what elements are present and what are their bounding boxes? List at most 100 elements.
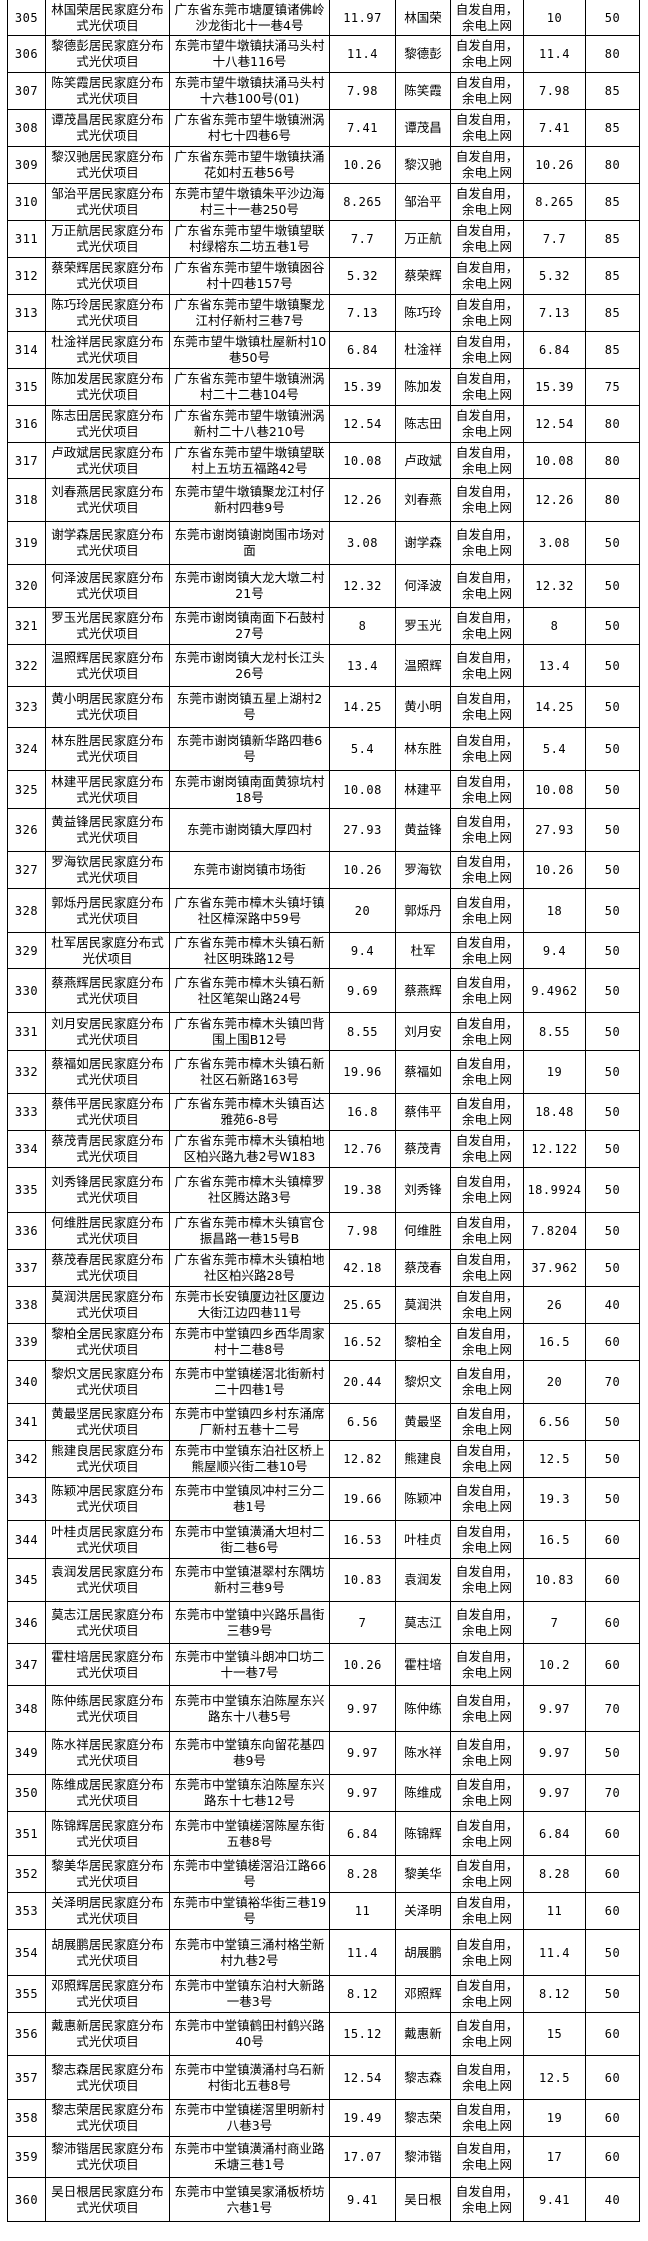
cell-grid-mode: 自发自用，余电上网: [450, 2055, 524, 2100]
cell-project-name: 陈志田居民家庭分布式光伏项目: [45, 405, 170, 443]
cell-owner-name: 罗海钦: [395, 851, 451, 889]
cell-installed-capacity: 8.265: [329, 183, 396, 221]
cell-project-name: 刘秀锋居民家庭分布式光伏项目: [45, 1167, 170, 1213]
cell-grid-capacity: 12.54: [523, 405, 586, 443]
cell-address: 东莞市中堂镇潢涌村乌石新村街北五巷8号: [169, 2055, 330, 2100]
cell-grid-capacity: 9.97: [523, 1731, 586, 1775]
cell-grid-capacity: 11.4: [523, 1929, 586, 1976]
cell-ratio: 60: [585, 2055, 640, 2100]
cell-project-name: 叶桂贞居民家庭分布式光伏项目: [45, 1520, 170, 1559]
table-row: 314 杜淦祥居民家庭分布式光伏项目 东莞市望牛墩镇杜屋新村10巷50号 6.84 杜淦…: [7, 331, 640, 369]
cell-grid-mode: 自发自用，余电上网: [450, 331, 524, 369]
cell-grid-capacity: 9.41: [523, 2177, 586, 2222]
cell-grid-capacity: 12.5: [523, 2055, 586, 2100]
cell-grid-mode: 自发自用，余电上网: [450, 478, 524, 522]
cell-row-number: 309: [7, 146, 46, 184]
cell-grid-capacity: 17: [523, 2136, 586, 2178]
cell-owner-name: 万正航: [395, 220, 451, 258]
cell-grid-mode: 自发自用，余电上网: [450, 1130, 524, 1168]
cell-grid-capacity: 8.265: [523, 183, 586, 221]
cell-ratio: 85: [585, 220, 640, 258]
cell-ratio: 60: [585, 1643, 640, 1686]
cell-owner-name: 何维胜: [395, 1212, 451, 1250]
cell-row-number: 312: [7, 257, 46, 295]
cell-address: 东莞市中堂镇凤冲村三分二巷1号: [169, 1477, 330, 1521]
cell-grid-capacity: 7.41: [523, 109, 586, 147]
cell-grid-mode: 自发自用，余电上网: [450, 1774, 524, 1812]
cell-row-number: 327: [7, 851, 46, 889]
cell-ratio: 60: [585, 1892, 640, 1930]
table-row: 355 邓照辉居民家庭分布式光伏项目 东莞市中堂镇东泊村大新路一巷3号 8.12 邓照辉…: [7, 1975, 640, 2013]
cell-owner-name: 黄益锋: [395, 808, 451, 852]
cell-ratio: 85: [585, 331, 640, 369]
cell-ratio: 70: [585, 1685, 640, 1732]
cell-ratio: 80: [585, 35, 640, 73]
cell-ratio: 85: [585, 72, 640, 110]
cell-owner-name: 陈维成: [395, 1774, 451, 1812]
cell-grid-capacity: 10: [523, 0, 586, 36]
cell-installed-capacity: 10.08: [329, 442, 396, 479]
cell-installed-capacity: 3.08: [329, 521, 396, 565]
cell-ratio: 50: [585, 1012, 640, 1051]
cell-project-name: 黄益锋居民家庭分布式光伏项目: [45, 808, 170, 852]
cell-grid-capacity: 7.7: [523, 220, 586, 258]
cell-row-number: 342: [7, 1440, 46, 1478]
table-row: 359 黎沛锴居民家庭分布式光伏项目 东莞市中堂镇潢涌村商业路禾塘三巷1号 17.07…: [7, 2136, 640, 2178]
cell-grid-capacity: 3.08: [523, 521, 586, 565]
cell-grid-capacity: 10.26: [523, 146, 586, 184]
cell-installed-capacity: 11: [329, 1892, 396, 1930]
cell-grid-mode: 自发自用，余电上网: [450, 521, 524, 565]
cell-installed-capacity: 16.53: [329, 1520, 396, 1559]
cell-project-name: 杜军居民家庭分布式光伏项目: [45, 932, 170, 969]
cell-ratio: 70: [585, 1774, 640, 1812]
table-row: 310 邹治平居民家庭分布式光伏项目 东莞市望牛墩镇朱平沙边海村三十一巷250号 8.…: [7, 183, 640, 221]
cell-project-name: 蔡茂春居民家庭分布式光伏项目: [45, 1249, 170, 1287]
cell-grid-mode: 自发自用，余电上网: [450, 1249, 524, 1287]
cell-installed-capacity: 5.4: [329, 727, 396, 771]
cell-grid-capacity: 12.5: [523, 1440, 586, 1478]
cell-address: 东莞市中堂镇槎滘沿江路66号: [169, 1855, 330, 1893]
table-row: 326 黄益锋居民家庭分布式光伏项目 东莞市谢岗镇大厚四村 27.93 黄益锋 自发自用，…: [7, 808, 640, 852]
cell-project-name: 谭茂昌居民家庭分布式光伏项目: [45, 109, 170, 147]
cell-ratio: 50: [585, 1212, 640, 1250]
cell-grid-capacity: 19: [523, 1050, 586, 1094]
cell-address: 东莞市中堂镇东泊陈屋东兴路东十七巷12号: [169, 1774, 330, 1812]
cell-ratio: 70: [585, 1360, 640, 1404]
cell-grid-mode: 自发自用，余电上网: [450, 808, 524, 852]
cell-owner-name: 林东胜: [395, 727, 451, 771]
cell-owner-name: 黎志荣: [395, 2099, 451, 2137]
cell-ratio: 50: [585, 932, 640, 969]
cell-row-number: 328: [7, 888, 46, 933]
cell-grid-mode: 自发自用，余电上网: [450, 888, 524, 933]
cell-grid-capacity: 20: [523, 1360, 586, 1404]
table-row: 335 刘秀锋居民家庭分布式光伏项目 广东省东莞市樟木头镇樟罗社区腾达路3号 19.3…: [7, 1167, 640, 1213]
cell-ratio: 85: [585, 257, 640, 295]
cell-row-number: 311: [7, 220, 46, 258]
cell-grid-mode: 自发自用，余电上网: [450, 2099, 524, 2137]
cell-installed-capacity: 19.49: [329, 2099, 396, 2137]
table-row: 316 陈志田居民家庭分布式光伏项目 广东省东莞市望牛墩镇洲涡新村二十八巷210号 1…: [7, 405, 640, 443]
cell-owner-name: 蔡燕辉: [395, 968, 451, 1013]
cell-address: 东莞市谢岗镇谢岗围市场对面: [169, 521, 330, 565]
cell-installed-capacity: 8: [329, 607, 396, 645]
cell-address: 东莞市中堂镇三涌村格坣新村九巷2号: [169, 1929, 330, 1976]
cell-grid-capacity: 10.08: [523, 770, 586, 809]
cell-row-number: 332: [7, 1050, 46, 1094]
cell-installed-capacity: 10.26: [329, 1643, 396, 1686]
cell-row-number: 353: [7, 1892, 46, 1930]
cell-project-name: 陈仲练居民家庭分布式光伏项目: [45, 1685, 170, 1732]
table-row: 345 袁润发居民家庭分布式光伏项目 东莞市中堂镇湛翠村东隅坊新村三巷9号 10.83…: [7, 1558, 640, 1602]
table-row: 356 戴惠新居民家庭分布式光伏项目 东莞市中堂镇鹤田村鹤兴路40号 15.12 戴惠新…: [7, 2012, 640, 2056]
cell-installed-capacity: 14.25: [329, 686, 396, 728]
cell-grid-mode: 自发自用，余电上网: [450, 220, 524, 258]
cell-grid-mode: 自发自用，余电上网: [450, 932, 524, 969]
table-row: 357 黎志森居民家庭分布式光伏项目 东莞市中堂镇潢涌村乌石新村街北五巷8号 12.5…: [7, 2055, 640, 2100]
cell-address: 东莞市中堂镇吴家涌板桥坊六巷1号: [169, 2177, 330, 2222]
table-row: 318 刘春燕居民家庭分布式光伏项目 东莞市望牛墩镇聚龙江村仔新村四巷9号 12.26…: [7, 478, 640, 522]
cell-ratio: 60: [585, 1601, 640, 1644]
cell-project-name: 万正航居民家庭分布式光伏项目: [45, 220, 170, 258]
cell-address: 广东省东莞市望牛墩镇扶涌花如村五巷56号: [169, 146, 330, 184]
table-row: 308 谭茂昌居民家庭分布式光伏项目 广东省东莞市望牛墩镇洲涡村七十四巷6号 7.41…: [7, 109, 640, 147]
cell-project-name: 刘月安居民家庭分布式光伏项目: [45, 1012, 170, 1051]
cell-grid-capacity: 12.32: [523, 564, 586, 608]
